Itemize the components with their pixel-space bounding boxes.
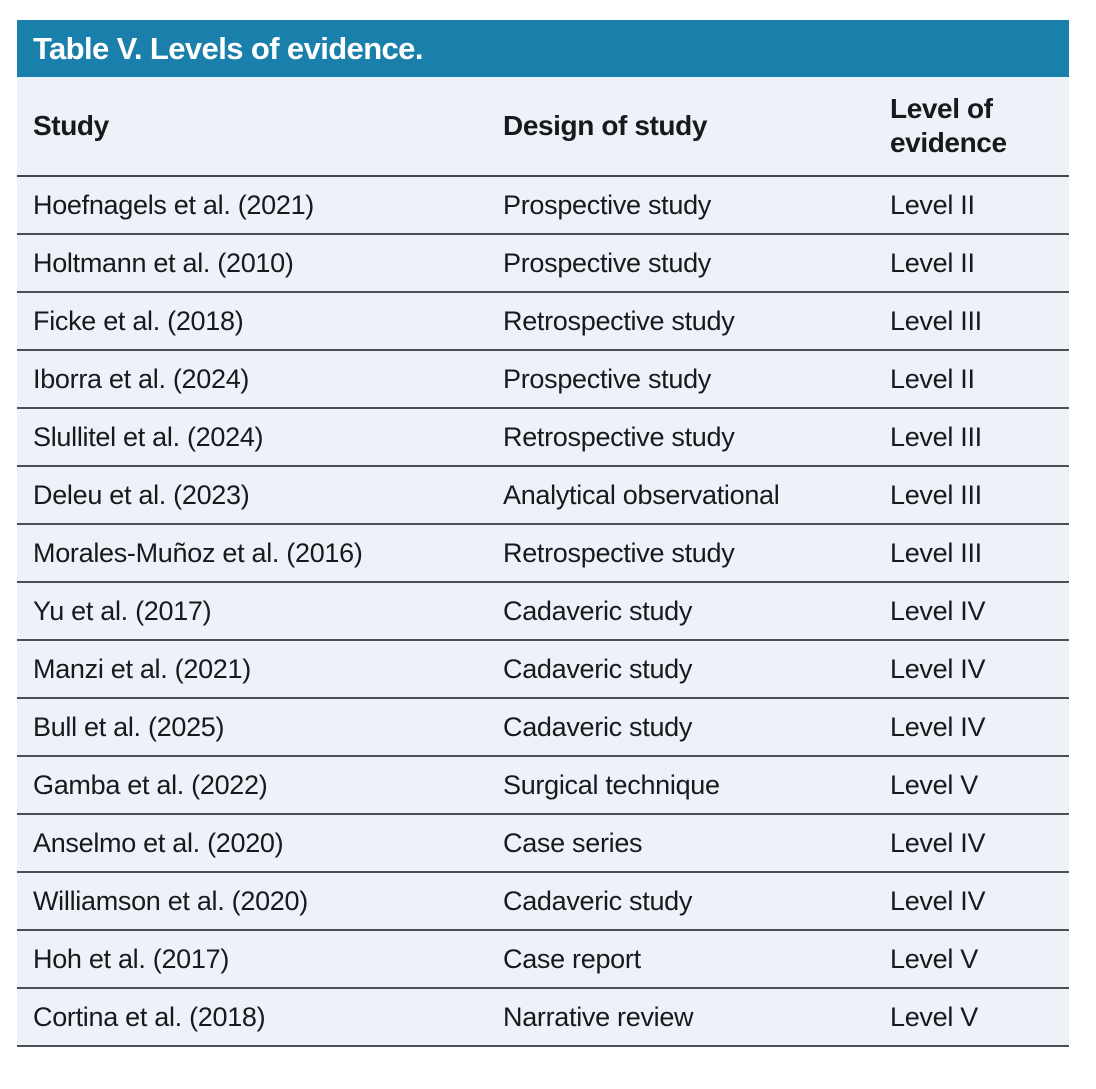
design-cell: Prospective study [503, 247, 711, 278]
study-cell: Iborra et al. (2024) [33, 363, 250, 394]
study-cell: Morales-Muñoz et al. (2016) [33, 537, 363, 568]
table-row: Ficke et al. (2018) Retrospective study … [17, 293, 1069, 351]
level-cell: Level IV [890, 827, 986, 858]
level-cell: Level III [890, 479, 982, 510]
design-cell: Narrative review [503, 1001, 694, 1032]
design-cell: Retrospective study [503, 537, 735, 568]
table-row: Bull et al. (2025) Cadaveric study Level… [17, 699, 1069, 757]
level-cell: Level IV [890, 595, 986, 626]
level-cell: Level V [890, 769, 978, 800]
table-row: Williamson et al. (2020) Cadaveric study… [17, 873, 1069, 931]
column-header-level: Level of evidence [890, 92, 1007, 158]
table-title: Table V. Levels of evidence. [33, 30, 423, 66]
design-cell: Cadaveric study [503, 711, 693, 742]
design-cell: Case series [503, 827, 643, 858]
study-cell: Hoefnagels et al. (2021) [33, 189, 314, 220]
study-cell: Anselmo et al. (2020) [33, 827, 284, 858]
design-cell: Prospective study [503, 363, 711, 394]
table-title-bar: Table V. Levels of evidence. [17, 20, 1069, 77]
study-cell: Bull et al. (2025) [33, 711, 225, 742]
study-cell: Yu et al. (2017) [33, 595, 212, 626]
study-cell: Manzi et al. (2021) [33, 653, 251, 684]
design-cell: Prospective study [503, 189, 711, 220]
study-cell: Ficke et al. (2018) [33, 305, 244, 336]
level-cell: Level IV [890, 711, 986, 742]
level-cell: Level IV [890, 653, 986, 684]
level-cell: Level II [890, 363, 975, 394]
design-cell: Analytical observational [503, 479, 780, 510]
study-cell: Cortina et al. (2018) [33, 1001, 266, 1032]
design-cell: Retrospective study [503, 305, 735, 336]
table-row: Cortina et al. (2018) Narrative review L… [17, 989, 1069, 1047]
table-row: Anselmo et al. (2020) Case series Level … [17, 815, 1069, 873]
level-cell: Level III [890, 421, 982, 452]
table-row: Morales-Muñoz et al. (2016) Retrospectiv… [17, 525, 1069, 583]
table-row: Hoefnagels et al. (2021) Prospective stu… [17, 177, 1069, 235]
level-cell: Level III [890, 305, 982, 336]
design-cell: Retrospective study [503, 421, 735, 452]
table-row: Iborra et al. (2024) Prospective study L… [17, 351, 1069, 409]
design-cell: Cadaveric study [503, 595, 693, 626]
study-cell: Gamba et al. (2022) [33, 769, 268, 800]
level-cell: Level IV [890, 885, 986, 916]
column-header-study: Study [33, 109, 109, 141]
table-row: Hoh et al. (2017) Case report Level V [17, 931, 1069, 989]
table-row: Deleu et al. (2023) Analytical observati… [17, 467, 1069, 525]
design-cell: Case report [503, 943, 641, 974]
evidence-table: Table V. Levels of evidence. Study Desig… [17, 20, 1069, 1047]
study-cell: Williamson et al. (2020) [33, 885, 308, 916]
table-row: Slullitel et al. (2024) Retrospective st… [17, 409, 1069, 467]
table-row: Holtmann et al. (2010) Prospective study… [17, 235, 1069, 293]
level-cell: Level III [890, 537, 982, 568]
table-row: Manzi et al. (2021) Cadaveric study Leve… [17, 641, 1069, 699]
level-cell: Level V [890, 943, 978, 974]
study-cell: Hoh et al. (2017) [33, 943, 230, 974]
level-cell: Level II [890, 189, 975, 220]
study-cell: Holtmann et al. (2010) [33, 247, 294, 278]
study-cell: Deleu et al. (2023) [33, 479, 250, 510]
design-cell: Cadaveric study [503, 885, 693, 916]
table-row: Gamba et al. (2022) Surgical technique L… [17, 757, 1069, 815]
design-cell: Cadaveric study [503, 653, 693, 684]
column-header-design: Design of study [503, 109, 708, 141]
table-header-row: Study Design of study Level of evidence [17, 77, 1069, 177]
design-cell: Surgical technique [503, 769, 720, 800]
table-row: Yu et al. (2017) Cadaveric study Level I… [17, 583, 1069, 641]
study-cell: Slullitel et al. (2024) [33, 421, 264, 452]
level-cell: Level II [890, 247, 975, 278]
level-cell: Level V [890, 1001, 978, 1032]
